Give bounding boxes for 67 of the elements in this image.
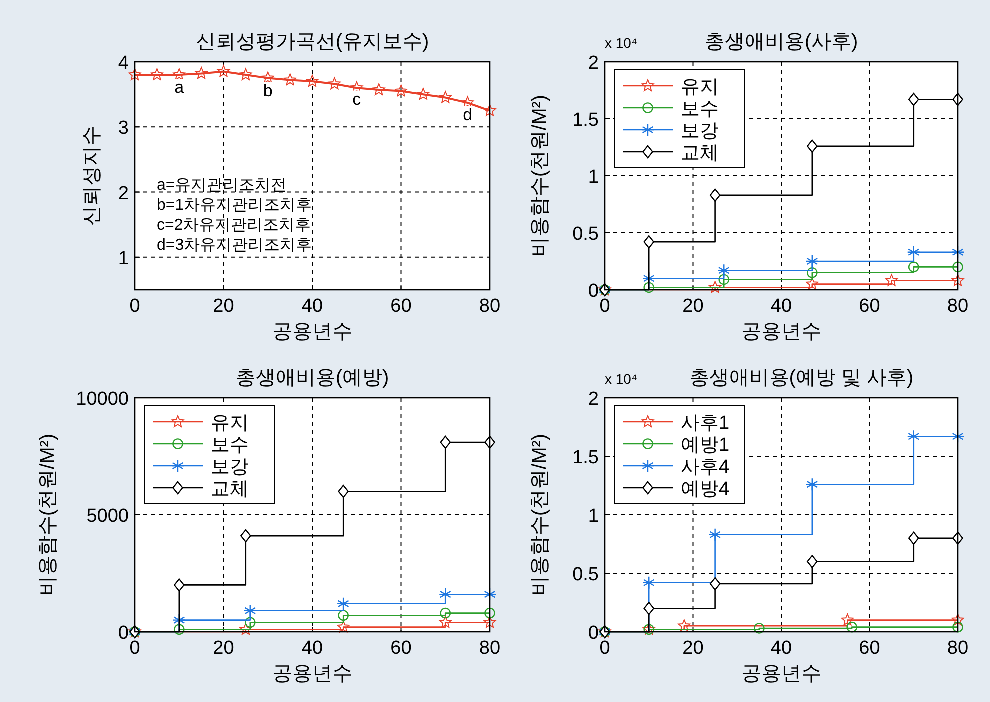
annotation: d <box>463 105 473 124</box>
y-tick-label: 1 <box>588 167 599 188</box>
legend-label: 보강 <box>681 121 719 142</box>
x-tick-label: 80 <box>947 638 969 659</box>
y-tick-label: 0 <box>118 623 129 644</box>
legend-label: 보수 <box>211 435 249 456</box>
x-axis-title: 공용년수 <box>742 321 822 343</box>
y-tick-label: 0.5 <box>572 564 599 586</box>
x-tick-label: 40 <box>302 296 324 317</box>
y-tick-label: 2 <box>588 53 599 74</box>
x-tick-label: 20 <box>682 296 704 317</box>
annotation: c <box>352 90 362 109</box>
x-tick-label: 80 <box>947 296 969 317</box>
y-axis-title: 신뢰성지수 <box>81 126 103 226</box>
y-tick-label: 1.5 <box>572 448 599 468</box>
y-tick-label: 4 <box>118 53 130 74</box>
legend-label: 예방4 <box>681 479 730 500</box>
legend-label: 사후4 <box>681 457 730 478</box>
y-tick-label: 2 <box>588 389 599 410</box>
legend-label: 교체 <box>211 479 249 500</box>
chart-title: 총생애비용(예방) <box>236 367 390 389</box>
x-tick-label: 40 <box>770 296 792 317</box>
chart-title: 신뢰성평가곡선(유지보수) <box>196 31 430 53</box>
legend-label: 유지 <box>681 77 719 98</box>
x-tick-label: 80 <box>479 296 501 317</box>
text: x 10⁴ <box>605 35 638 51</box>
x-tick-label: 40 <box>302 638 324 659</box>
x-axis-title: 공용년수 <box>742 663 822 685</box>
y-tick-label: 0 <box>588 623 599 644</box>
chart-title: 총생애비용(사후) <box>704 31 858 53</box>
legend-label: 유지 <box>211 413 249 434</box>
legend-label: 보강 <box>211 457 249 478</box>
y-tick-label: 2 <box>118 183 129 204</box>
x-tick-label: 20 <box>213 296 234 317</box>
annotation: b=1차유지관리조치후 <box>157 197 312 214</box>
legend-label: 사후1 <box>681 413 730 434</box>
x-tick-label: 60 <box>859 638 880 659</box>
x-axis-title: 공용년수 <box>272 663 352 685</box>
x-tick-label: 80 <box>479 638 501 659</box>
annotation: b <box>263 81 273 100</box>
y-tick-label: 10000 <box>76 389 129 410</box>
x-tick-label: 60 <box>390 296 412 317</box>
annotation: c=2차유지관리조치후 <box>157 217 312 234</box>
y-tick-label: 1.5 <box>572 110 599 131</box>
y-tick-label: 5000 <box>86 506 129 527</box>
legend-label: 교체 <box>681 143 719 164</box>
y-tick-label: 0 <box>588 281 599 302</box>
chart-title: 총생애비용(예방 및 사후) <box>689 367 914 389</box>
x-tick-label: 20 <box>213 638 234 659</box>
y-axis-title: 비용함수(천원/M²) <box>529 434 551 596</box>
y-tick-label: 3 <box>118 118 129 140</box>
annotation: d=3차유지관리조치후 <box>157 237 312 254</box>
y-tick-label: 1 <box>588 506 599 527</box>
annotation: a <box>174 78 185 98</box>
text: x 10⁴ <box>605 371 638 387</box>
legend-label: 보수 <box>681 99 719 120</box>
y-axis-title: 비용함수(천원/M²) <box>529 94 551 258</box>
x-axis-title: 공용년수 <box>272 321 352 343</box>
legend-label: 예방1 <box>681 435 730 456</box>
y-tick-label: 0.5 <box>572 224 599 245</box>
x-tick-label: 40 <box>770 638 792 659</box>
y-tick-label: 1 <box>118 248 129 270</box>
y-axis-title: 비용함수(천원/M²) <box>37 434 59 596</box>
annotation: a=유지관리조치전 <box>157 177 288 194</box>
x-tick-label: 20 <box>682 638 704 659</box>
x-tick-label: 60 <box>390 638 412 659</box>
x-tick-label: 60 <box>859 296 880 317</box>
